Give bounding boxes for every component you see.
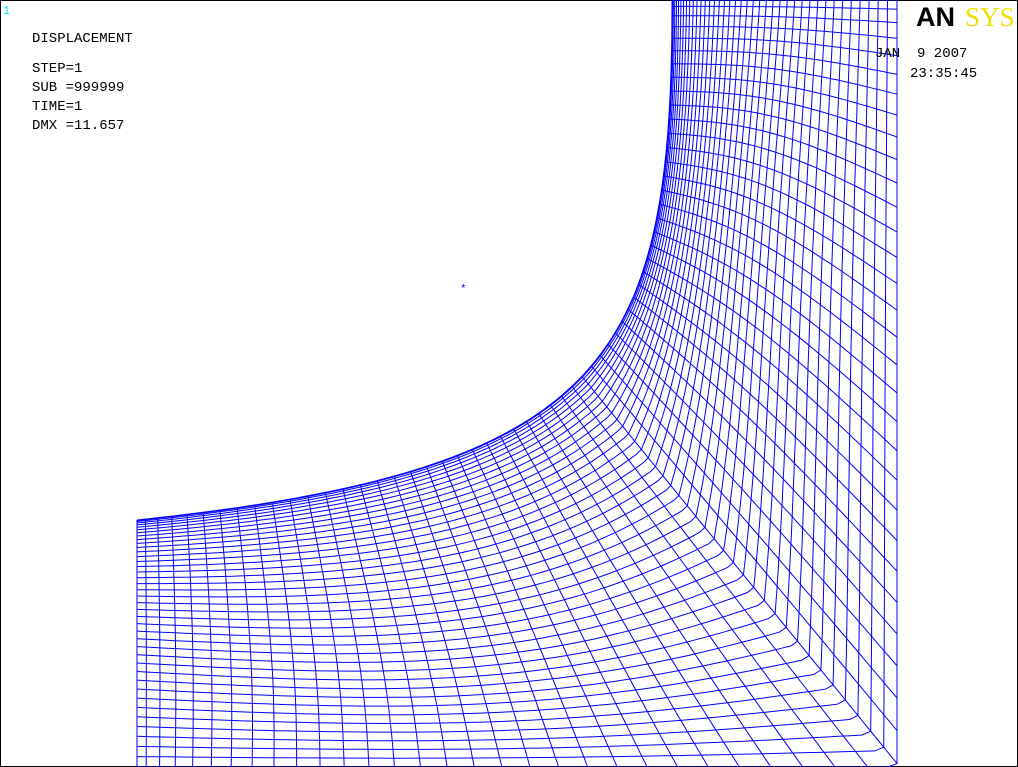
window-number: 1 <box>3 4 10 18</box>
date: JAN 9 2007 <box>875 46 967 62</box>
header-line: STEP=1 <box>32 61 82 77</box>
logo: AN <box>916 2 955 32</box>
frame <box>1 1 1018 767</box>
time: 23:35:45 <box>910 66 977 82</box>
marker: * <box>460 284 467 296</box>
header-line: DISPLACEMENT <box>32 31 133 47</box>
header-line: SUB =999999 <box>32 80 124 96</box>
header-line: TIME=1 <box>32 99 82 115</box>
ansys-graphics-window: 1 DISPLACEMENT STEP=1 SUB =999999 TIME=1… <box>0 0 1018 767</box>
header-line: DMX =11.657 <box>32 118 124 134</box>
logo: SYS <box>965 2 1015 32</box>
